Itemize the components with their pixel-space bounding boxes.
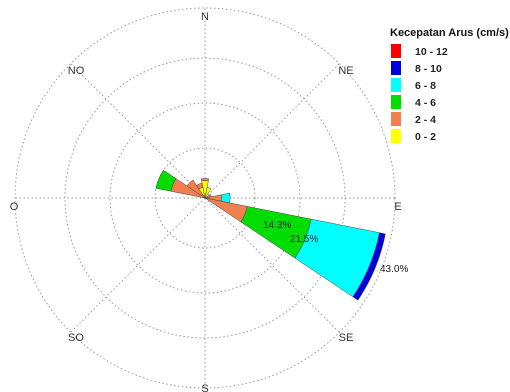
rose-wedge [200, 178, 210, 182]
ring-labels: 14.3% 21.5% 43.0% [263, 220, 408, 275]
legend-swatch [391, 129, 401, 143]
direction-label: NE [338, 65, 353, 77]
direction-label: E [394, 201, 401, 213]
ring-label: 14.3% [263, 220, 291, 231]
legend-swatch [391, 44, 401, 58]
direction-label: S [201, 383, 208, 392]
grid-spoke [204, 63, 340, 199]
legend-swatch [391, 112, 401, 126]
rose-wedge [204, 187, 212, 199]
legend-label: 2 - 4 [415, 114, 436, 126]
legend: Kecepatan Arus (cm/s) 10 - 12 8 - 10 6 - 8 4… [390, 27, 509, 143]
grid-ring [154, 147, 256, 249]
polar-grid [14, 7, 396, 389]
legend-label: 10 - 12 [415, 46, 448, 58]
legend-swatch [391, 78, 401, 92]
direction-label: SE [339, 332, 354, 344]
direction-labels: N NE E SE S SO O NO [10, 11, 402, 392]
rose-wedge [196, 182, 204, 190]
legend-label: 4 - 6 [415, 97, 436, 109]
ring-label: 43.0% [380, 264, 408, 275]
rose-wedge [352, 232, 386, 301]
direction-label: SO [68, 332, 84, 344]
direction-label: NO [68, 65, 85, 77]
grid-ring [109, 102, 301, 294]
grid-ring [14, 7, 396, 389]
rose-wedge [186, 179, 205, 198]
legend-label: 0 - 2 [415, 131, 436, 143]
legend-label: 6 - 8 [415, 80, 436, 92]
rose-wedge [155, 169, 177, 192]
legend-label: 8 - 10 [415, 63, 442, 75]
grid-spoke [70, 197, 206, 333]
legend-swatch [391, 61, 401, 75]
legend-swatch [391, 95, 401, 109]
ring-label: 21.5% [290, 234, 318, 245]
rose-wedges [155, 169, 386, 301]
direction-label: O [10, 201, 19, 213]
legend-title: Kecepatan Arus (cm/s) [390, 27, 509, 39]
direction-label: N [201, 11, 209, 23]
